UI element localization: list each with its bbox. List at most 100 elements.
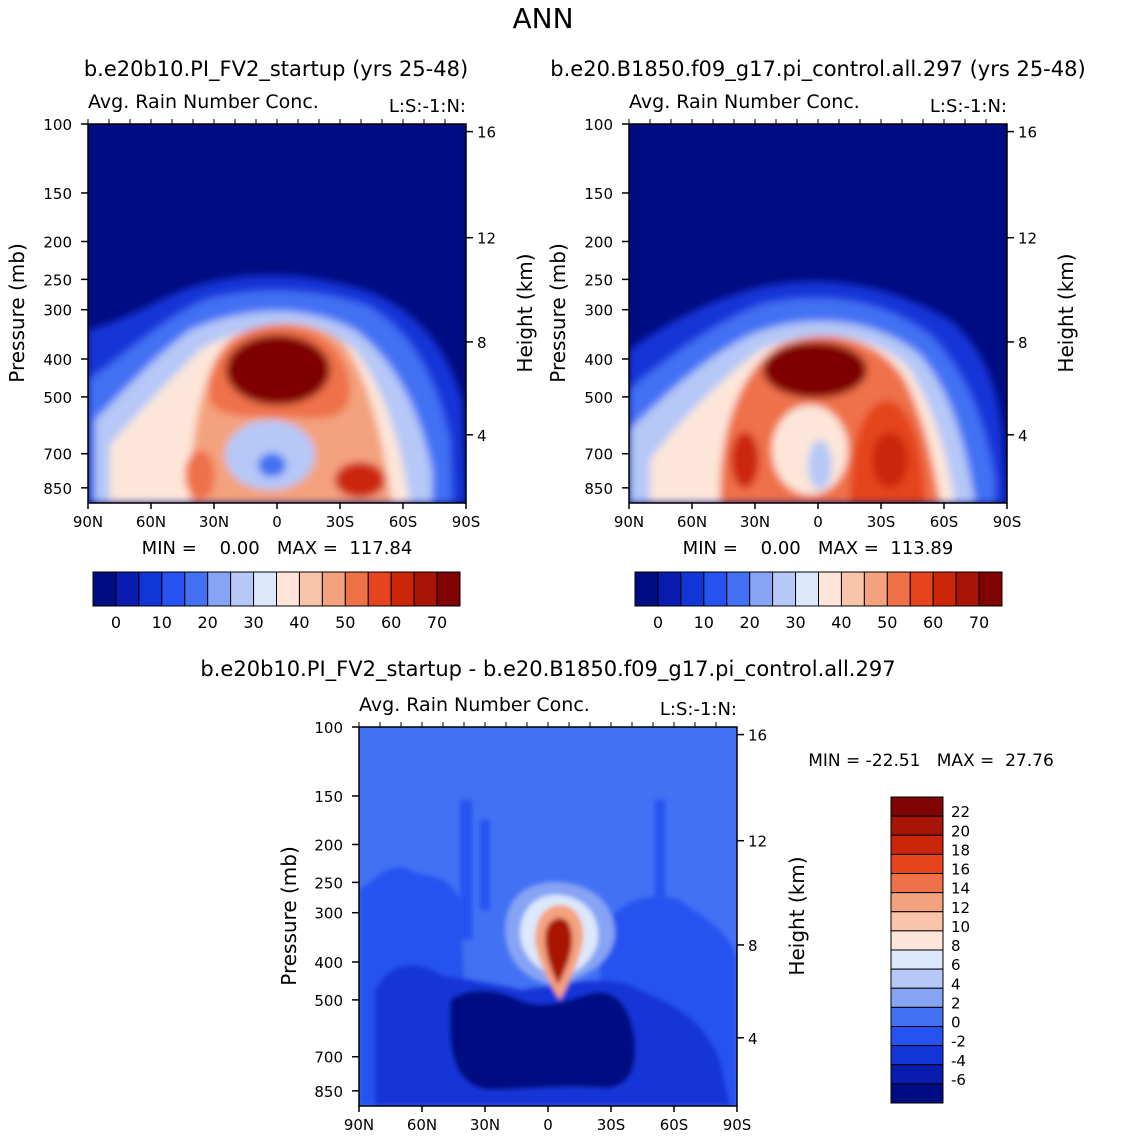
panel-1-x-tick-label: 30N <box>199 513 229 531</box>
panel-3-colorbar-label: 18 <box>951 841 970 859</box>
panel-2-x-tick-label: 0 <box>813 513 823 531</box>
panel-2-y-right-tick-label: 4 <box>1018 427 1028 445</box>
panel-3-colorbar-label: 6 <box>951 956 961 974</box>
panel-1-colorbar-swatch <box>413 571 438 607</box>
panel-2-colorbar-swatch <box>978 571 1003 607</box>
panel-2-min-max: MIN = 0.00 MAX = 113.89 <box>683 538 954 559</box>
panel-3-y-tick-label: 850 <box>314 1083 343 1101</box>
panel-3-x-tick-label: 0 <box>543 1116 553 1134</box>
panel-3-colorbar-label: 0 <box>951 1014 961 1032</box>
panel-1-y-right-tick-label: 12 <box>477 230 496 248</box>
panel-2-colorbar-swatch <box>863 571 888 607</box>
panel-1-ylabel-right: Height (km) <box>513 253 537 372</box>
panel-2-colorbar-swatch <box>818 571 842 607</box>
panel-1-colorbar-swatch <box>367 571 392 607</box>
panel-3-colorbar-swatch <box>890 1045 944 1066</box>
panel-2-x-tick-label: 30S <box>867 513 896 531</box>
panel-2-colorbar-swatch <box>749 571 774 607</box>
panel-3-x-tick-label: 60N <box>407 1116 437 1134</box>
panel-1-colorbar-swatch <box>92 571 117 607</box>
panel-2-colorbar-swatch <box>772 571 797 607</box>
panel-2-low-pocket <box>772 405 848 495</box>
panel-2-colorbar-swatch <box>955 571 980 607</box>
panel-2-colorbar-label: 30 <box>785 613 805 632</box>
panel-1-y-tick-label: 250 <box>43 271 72 289</box>
panel-2-colorbar-swatch <box>726 571 751 607</box>
panel-2-field <box>629 124 1007 503</box>
panel-2-y-right-tick-label: 12 <box>1018 230 1037 248</box>
panel-2-y-tick-label: 200 <box>584 233 613 251</box>
panel-1-x-tick-label: 60S <box>389 513 418 531</box>
panel-2-ylabel: Pressure (mb) <box>546 243 570 383</box>
panel-1-colorbar-swatch <box>298 571 323 607</box>
panel-3-colorbar-label: 4 <box>951 975 961 993</box>
figure-title: ANN <box>512 2 573 35</box>
panel-3-colorbar-swatch <box>890 853 944 874</box>
panel-3-colorbar-label: 2 <box>951 994 961 1012</box>
panel-3-colorbar-label: 22 <box>951 803 970 821</box>
panel-1-y-tick-label: 500 <box>43 389 72 407</box>
panel-3-colorbar-label: 8 <box>951 937 961 955</box>
panel-1-secondary-max <box>335 462 385 498</box>
panel-3-colorbar-label: -4 <box>951 1052 966 1070</box>
panel-1-colorbar-swatch <box>230 571 255 607</box>
panel-3-x-tick-label: 60S <box>660 1116 689 1134</box>
panel-3-y-tick-label: 400 <box>314 954 343 972</box>
panel-3-x-tick-label: 90N <box>344 1116 374 1134</box>
panel-2-y-tick-label: 700 <box>584 446 613 464</box>
panel-3-x-tick-label: 30S <box>597 1116 626 1134</box>
panel-2-x-tick-label: 60N <box>677 513 707 531</box>
panel-3-y-tick-label: 150 <box>314 788 343 806</box>
panel-2-max-core <box>763 342 867 398</box>
panel-1-colorbar-swatch <box>207 571 232 607</box>
panel-3-y-right-tick-label: 16 <box>748 727 767 745</box>
panel-2-y-right-tick-label: 8 <box>1018 334 1028 352</box>
panel-2-colorbar-label: 70 <box>969 613 989 632</box>
panel-3-colorbar-swatch <box>890 873 944 894</box>
panel-2-top-title: b.e20.B1850.f09_g17.pi_control.all.297 (… <box>550 57 1085 82</box>
panel-3-streak-3 <box>655 800 665 910</box>
panel-3-colorbar-swatch <box>890 1026 944 1047</box>
panel-1-x-tick-label: 60N <box>136 513 166 531</box>
panel-2-subtitle: L:S:-1:N: <box>930 96 1007 117</box>
panel-1-top-title: b.e20b10.PI_FV2_startup (yrs 25-48) <box>84 57 468 82</box>
panel-1-colorbar-label: 60 <box>381 613 401 632</box>
panel-3-colorbar-swatch <box>890 1083 944 1104</box>
panel-3-streak-1 <box>460 800 472 940</box>
panel-1-colorbar-swatch <box>161 571 186 607</box>
panel-1-y-tick-label: 150 <box>43 185 72 203</box>
panel-1-colorbar-label: 0 <box>111 613 121 632</box>
panel-2-y-tick-label: 100 <box>584 116 613 134</box>
panel-1-colorbar-swatch <box>115 571 140 607</box>
panel-1-y-tick-label: 300 <box>43 302 72 320</box>
panel-2-colorbar-label: 50 <box>877 613 897 632</box>
panel-2-y-tick-label: 500 <box>584 389 613 407</box>
panel-3-colorbar-swatch <box>890 911 944 932</box>
panel-3-x-tick-label: 90S <box>723 1116 752 1134</box>
panel-2-colorbar-swatch <box>886 571 911 607</box>
panel-1-colorbar-swatch <box>436 571 461 607</box>
panel-1-max-core <box>226 335 330 405</box>
panel-3-top-title: b.e20b10.PI_FV2_startup - b.e20.B1850.f0… <box>200 657 895 682</box>
panel-2-colorbar-label: 60 <box>923 613 943 632</box>
panel-2-low-pocket-core <box>808 440 832 490</box>
panel-3-title: Avg. Rain Number Conc. <box>359 694 590 716</box>
panel-1-y-tick-label: 400 <box>43 351 72 369</box>
panel-3-y-right-tick-label: 4 <box>748 1030 758 1048</box>
panel-2-y-tick-label: 300 <box>584 302 613 320</box>
panel-3-contour-minus6 <box>450 990 636 1090</box>
panel-2-colorbar-label: 20 <box>740 613 760 632</box>
panel-2-y-right-tick-label: 16 <box>1018 124 1037 142</box>
panel-2-colorbar-label: 40 <box>831 613 851 632</box>
panel-1-colorbar-swatch <box>390 571 415 607</box>
panel-3-y-tick-label: 700 <box>314 1049 343 1067</box>
panel-2-y-ticks: 100 150 200 250 300 400 500 700 850 16 12 8 4 90N 60N 3… <box>584 116 1037 531</box>
panel-2-colorbar-swatch <box>840 571 865 607</box>
panel-2-colorbar-swatch <box>657 571 682 607</box>
panel-3-colorbar-label: -6 <box>951 1071 966 1089</box>
panel-1-colorbar: 0 10 20 30 40 50 60 70 <box>92 571 461 632</box>
panel-3-colorbar-label: -2 <box>951 1033 966 1051</box>
panel-1-colorbar-swatch <box>253 571 277 607</box>
panel-3-colorbar-swatch <box>890 949 944 970</box>
panel-3-field <box>359 727 737 1106</box>
